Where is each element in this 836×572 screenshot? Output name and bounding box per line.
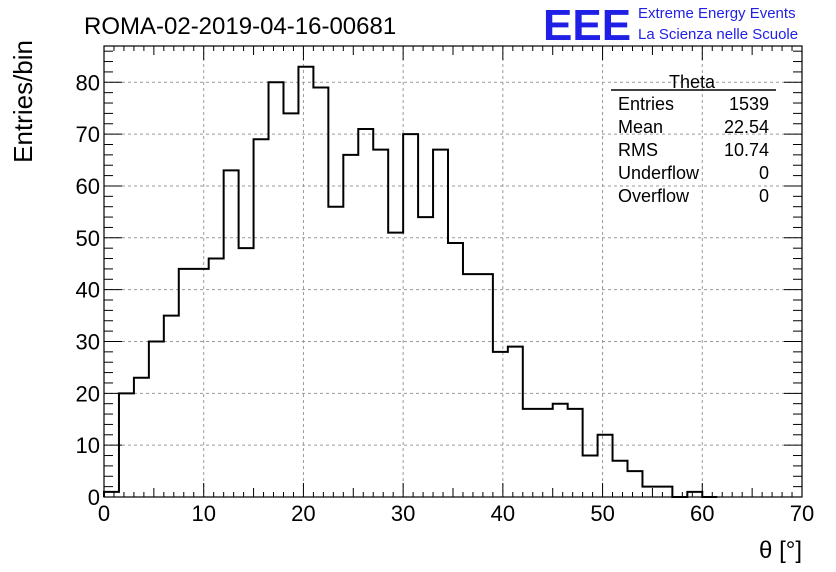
stats-value: 0 xyxy=(759,163,769,183)
stats-value: 10.74 xyxy=(724,140,769,160)
grid-lines xyxy=(104,46,802,497)
plot-frame xyxy=(103,45,803,498)
x-axis-label: θ [°] xyxy=(759,537,802,564)
x-tick-label: 0 xyxy=(98,501,110,526)
stats-label: Entries xyxy=(618,94,674,114)
x-tick-label: 60 xyxy=(690,501,714,526)
stats-row: Overflow 0 xyxy=(618,186,769,206)
histogram-outline xyxy=(103,65,718,498)
y-tick-label: 10 xyxy=(76,433,100,458)
x-tick-label: 30 xyxy=(391,501,415,526)
y-tick-label: 60 xyxy=(76,174,100,199)
x-tick-label: 50 xyxy=(590,501,614,526)
stats-row: RMS 10.74 xyxy=(618,140,769,160)
y-tick-label: 40 xyxy=(76,278,100,303)
x-tick-label: 10 xyxy=(191,501,215,526)
eee-logo: EEE Extreme Energy Events La Scienza nel… xyxy=(543,1,798,50)
stats-row: Mean 22.54 xyxy=(618,117,769,137)
axis-ticks xyxy=(103,46,803,498)
y-tick-label: 70 xyxy=(76,122,100,147)
stats-title: Theta xyxy=(669,72,716,92)
stats-value: 22.54 xyxy=(724,117,769,137)
stats-label: Overflow xyxy=(618,186,690,206)
y-tick-label: 0 xyxy=(88,485,100,510)
y-tick-label: 50 xyxy=(76,226,100,251)
logo-line-2: La Scienza nelle Scuole xyxy=(638,26,798,43)
stats-row: Entries 1539 xyxy=(618,94,769,114)
stats-value: 1539 xyxy=(729,94,769,114)
x-tick-label: 20 xyxy=(291,501,315,526)
stats-row: Underflow 0 xyxy=(618,163,769,183)
x-tick-labels: 0 10 20 30 40 50 60 70 xyxy=(98,501,814,526)
logo-letters: EEE xyxy=(543,1,631,50)
stats-value: 0 xyxy=(759,186,769,206)
stats-label: Underflow xyxy=(618,163,700,183)
stats-label: RMS xyxy=(618,140,658,160)
stats-box: Theta Entries 1539 Mean 22.54 RMS 10.74 … xyxy=(611,72,776,206)
y-tick-label: 80 xyxy=(76,70,100,95)
y-tick-label: 20 xyxy=(76,381,100,406)
y-tick-labels: 0 10 20 30 40 50 60 70 80 xyxy=(76,70,100,510)
y-axis-label: Entries/bin xyxy=(8,40,38,163)
stats-label: Mean xyxy=(618,117,663,137)
x-tick-label: 40 xyxy=(491,501,515,526)
x-tick-label: 70 xyxy=(790,501,814,526)
chart-title: ROMA-02-2019-04-16-00681 xyxy=(84,13,396,40)
logo-line-1: Extreme Energy Events xyxy=(638,5,796,22)
y-tick-label: 30 xyxy=(76,329,100,354)
